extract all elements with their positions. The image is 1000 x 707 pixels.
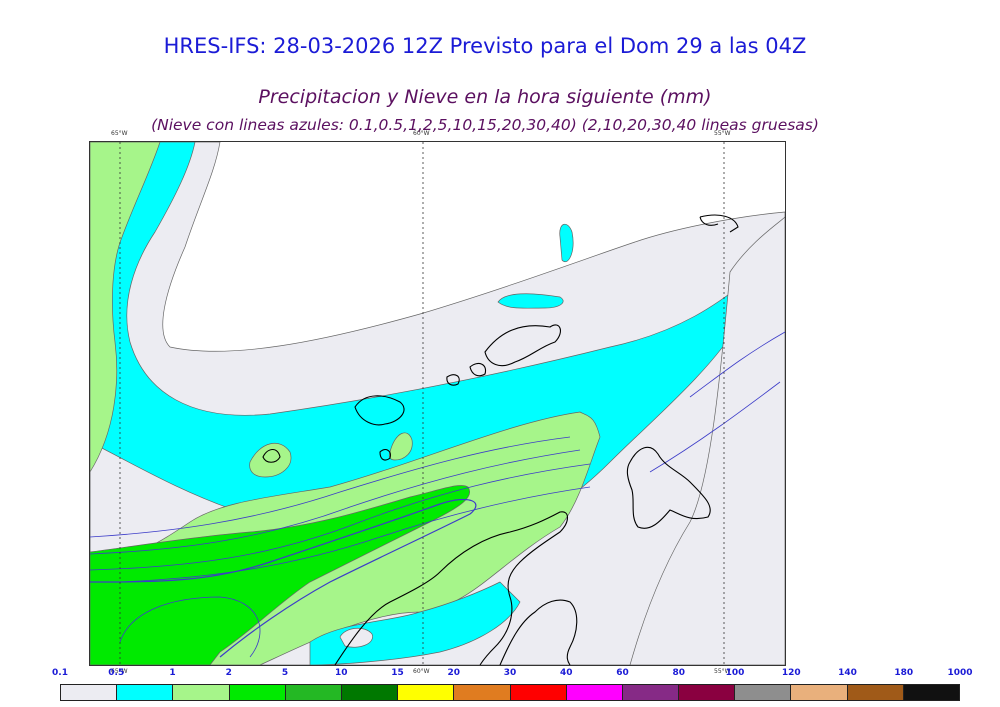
snow-contour bbox=[649, 381, 781, 473]
coast-nova-scotia bbox=[499, 599, 578, 665]
meridian-label-65w: 65°W bbox=[111, 130, 128, 137]
scale-swatch bbox=[229, 685, 286, 700]
meridian-grid bbox=[119, 142, 725, 665]
snow-contour bbox=[119, 596, 261, 658]
scale-tick-label: 80 bbox=[672, 668, 686, 678]
light-patch-south bbox=[339, 628, 373, 648]
scale-swatch bbox=[341, 685, 399, 700]
scale-swatch bbox=[173, 685, 230, 700]
scale-swatch bbox=[735, 685, 792, 700]
snow-contour bbox=[90, 498, 477, 658]
island-tiny bbox=[262, 448, 281, 463]
map-canvas bbox=[90, 142, 785, 665]
scale-tick-label: 0.1 bbox=[52, 668, 68, 678]
meridian-label-60w: 60°W bbox=[413, 130, 430, 137]
coastlines bbox=[262, 214, 739, 665]
scale-tick-label: 1000 bbox=[947, 668, 973, 678]
scale-swatch bbox=[454, 685, 511, 700]
scale-ticks: 0.1 0.5 1 2 5 10 15 20 30 40 60 80 100 120 140 180 1000 bbox=[0, 668, 1000, 682]
cyan-streak-north bbox=[497, 293, 564, 309]
green-precip-core bbox=[90, 485, 470, 665]
snow-contour bbox=[90, 436, 571, 538]
scale-swatch bbox=[61, 685, 118, 700]
scale-swatch bbox=[903, 685, 959, 700]
scale-tick-label: 180 bbox=[894, 668, 914, 678]
island-tiny-2 bbox=[379, 449, 391, 461]
scale-swatch bbox=[679, 685, 736, 700]
scale-swatch bbox=[398, 685, 455, 700]
scale-swatch bbox=[285, 685, 342, 700]
island-small-1 bbox=[469, 362, 487, 377]
precipitation-map bbox=[89, 141, 786, 666]
scale-swatch bbox=[117, 685, 174, 700]
map-snow-note: (Nieve con lineas azules: 0.1,0.5,1,2,5,… bbox=[151, 116, 819, 134]
snow-contour bbox=[119, 486, 591, 583]
meridian-label-55w-bottom: 55°W bbox=[714, 668, 731, 675]
color-scale-bar bbox=[60, 684, 960, 701]
precipitation-fields bbox=[90, 142, 785, 665]
lightgreen-blob-west bbox=[249, 442, 292, 478]
meridian-label-55w: 55°W bbox=[714, 130, 731, 137]
scale-swatch bbox=[566, 685, 623, 700]
scale-tick-label: 1 bbox=[169, 668, 176, 678]
island-west bbox=[354, 395, 405, 426]
scale-tick-label: 100 bbox=[725, 668, 745, 678]
island-small-2 bbox=[446, 374, 460, 386]
scale-swatch bbox=[510, 685, 567, 700]
scale-tick-label: 30 bbox=[503, 668, 517, 678]
scale-tick-label: 15 bbox=[391, 668, 404, 678]
coast-mainland-south bbox=[334, 511, 569, 665]
snow-contour bbox=[689, 331, 785, 398]
scale-tick-label: 10 bbox=[334, 668, 348, 678]
cyan-spot-north bbox=[559, 224, 574, 262]
scale-tick-label: 2 bbox=[225, 668, 232, 678]
scale-swatch bbox=[622, 685, 680, 700]
scale-tick-label: 5 bbox=[281, 668, 289, 678]
map-title: HRES-IFS: 28-03-2026 12Z Previsto para e… bbox=[163, 34, 807, 58]
light-area-east bbox=[629, 216, 785, 665]
coast-east-peninsula bbox=[626, 446, 711, 529]
scale-tick-label: 20 bbox=[447, 668, 461, 678]
scale-tick-label: 140 bbox=[838, 668, 857, 678]
meridian-label-65w-bottom: 65°W bbox=[111, 668, 128, 675]
scale-tick-label: 40 bbox=[559, 668, 573, 678]
newfoundland-coast bbox=[699, 214, 739, 233]
snow-contours bbox=[90, 331, 785, 658]
scale-tick-label: 60 bbox=[616, 668, 629, 678]
scale-swatch bbox=[847, 685, 904, 700]
snow-contour bbox=[90, 449, 581, 555]
lightgreen-precip-area bbox=[90, 142, 601, 665]
island-north bbox=[484, 324, 561, 367]
scale-tick-label: 0.5 bbox=[108, 668, 125, 678]
snow-contour bbox=[90, 463, 591, 571]
scale-tick-label: 120 bbox=[781, 668, 801, 678]
scale-swatch bbox=[791, 685, 848, 700]
meridian-label-60w-bottom: 60°W bbox=[413, 668, 430, 675]
map-subtitle: Precipitacion y Nieve en la hora siguien… bbox=[258, 86, 712, 108]
